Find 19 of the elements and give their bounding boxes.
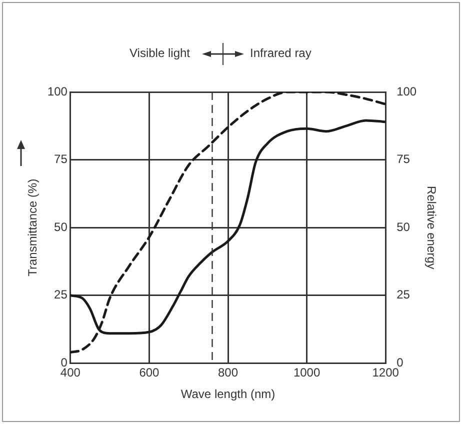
text: Infrared ray: [250, 46, 312, 60]
y2-axis-title: Relative energy: [424, 186, 438, 270]
y-tick-label: 100: [47, 84, 68, 98]
x-tick-label: 800: [218, 366, 238, 380]
x-tick-label: 400: [60, 366, 81, 380]
y2-tick-label: 0: [396, 356, 404, 370]
y-tick-label: 75: [54, 152, 68, 166]
y2-tick-label: 50: [396, 220, 410, 234]
x-axis-title: Wave length (nm): [180, 387, 276, 402]
y2-tick-label: 25: [396, 288, 410, 302]
y2-tick-label: 75: [396, 152, 410, 166]
x-tick-label: 600: [139, 366, 160, 380]
y-axis-title: Transmittance (%): [26, 178, 40, 276]
y-tick-label: 25: [54, 288, 68, 302]
text: Visible light: [130, 46, 190, 60]
x-tick-label: 1200: [372, 366, 400, 380]
y-tick-label: 50: [54, 220, 68, 234]
x-tick-label: 1000: [293, 366, 320, 380]
y2-tick-label: 100: [396, 84, 417, 98]
